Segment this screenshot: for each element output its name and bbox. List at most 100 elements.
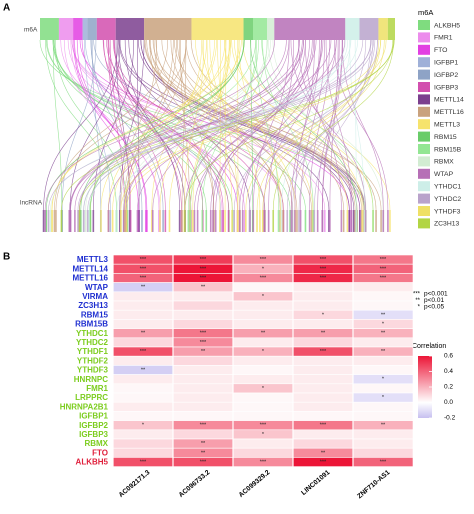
target-stripe — [141, 210, 143, 232]
legend-swatch — [418, 107, 430, 117]
heatmap-cell — [113, 310, 173, 319]
source-node — [388, 18, 395, 40]
target-stripe — [129, 210, 131, 232]
legend-label: METTL14 — [434, 97, 464, 104]
target-stripe — [341, 210, 343, 232]
heatmap-cell — [173, 384, 233, 393]
source-node — [244, 18, 253, 40]
target-stripe — [259, 210, 261, 232]
heatmap-cell — [293, 402, 353, 411]
source-node — [87, 18, 96, 40]
significance-mark: *** — [320, 275, 327, 281]
colorbar-tick-label: 0.6 — [444, 353, 453, 360]
legend-label: IGFBP3 — [434, 84, 458, 91]
target-stripe — [281, 210, 283, 232]
row-label: RBM15 — [81, 310, 109, 319]
target-stripe — [249, 210, 251, 232]
target-stripe — [298, 210, 300, 232]
heatmap-cell — [293, 384, 353, 393]
target-stripe — [138, 210, 140, 232]
target-stripe — [362, 210, 364, 232]
colorbar-tick-label: -0.2 — [444, 415, 456, 422]
heatmap-cell — [293, 283, 353, 292]
target-stripe — [145, 210, 147, 232]
significance-mark: *** — [140, 349, 147, 355]
heatmap-cell — [233, 439, 293, 448]
heatmap-cell — [113, 375, 173, 384]
significance-mark: *** — [200, 275, 207, 281]
target-stripe — [205, 210, 207, 232]
target-stripe — [256, 210, 258, 232]
legend-label: METTL16 — [434, 109, 464, 116]
colorbar-title: Correlation — [412, 343, 446, 350]
target-stripe — [110, 210, 112, 232]
heatmap-cell — [113, 356, 173, 365]
legend-label: IGFBP1 — [434, 59, 458, 66]
heatmap-cell — [293, 356, 353, 365]
target-stripe — [79, 210, 81, 232]
row-label: ALKBH5 — [76, 458, 109, 467]
heatmap-cell — [113, 439, 173, 448]
target-stripe — [224, 210, 226, 232]
target-stripe — [321, 210, 323, 232]
heatmap-cell — [233, 319, 293, 328]
colorbar-tick-label: 0.4 — [444, 368, 453, 375]
target-stripe — [375, 210, 377, 232]
source-node — [73, 18, 82, 40]
target-stripe — [231, 210, 233, 232]
legend-label: METTL3 — [434, 121, 460, 128]
target-stripe — [162, 210, 164, 232]
legend-swatch — [418, 82, 430, 92]
target-stripe — [219, 210, 221, 232]
target-stripe — [300, 210, 302, 232]
target-stripe — [50, 210, 52, 232]
legend-swatch — [418, 218, 430, 228]
significance-mark: *** — [380, 266, 387, 272]
target-stripe — [268, 210, 270, 232]
target-stripe — [120, 210, 122, 232]
source-node — [59, 18, 73, 40]
row-label: YTHDF3 — [77, 366, 109, 375]
row-label: WTAP — [85, 283, 109, 292]
target-stripe — [239, 210, 241, 232]
source-node — [360, 18, 379, 40]
target-stripe — [116, 210, 118, 232]
heatmap-cell — [353, 384, 413, 393]
target-stripe — [343, 210, 345, 232]
source-node — [191, 18, 243, 40]
significance-mark: *** — [200, 257, 207, 263]
legend-swatch — [418, 57, 430, 67]
legend-swatch — [418, 181, 430, 191]
row-label: VIRMA — [82, 292, 108, 301]
heatmap-cell — [173, 310, 233, 319]
source-node — [144, 18, 191, 40]
target-stripe — [286, 210, 288, 232]
significance-mark: *** — [200, 423, 207, 429]
legend-label: ALKBH5 — [434, 22, 460, 29]
target-stripe — [242, 210, 244, 232]
target-stripe — [329, 210, 331, 232]
significance-mark: *** — [320, 349, 327, 355]
target-stripe — [292, 210, 294, 232]
heatmap-cell — [173, 393, 233, 402]
legend-swatch — [418, 32, 430, 42]
heatmap-cell — [233, 411, 293, 420]
source-node — [83, 18, 88, 40]
target-stripe — [83, 210, 85, 232]
source-node — [274, 18, 345, 40]
heatmap-cell — [353, 448, 413, 457]
heatmap-cell — [293, 301, 353, 310]
heatmap-cell — [233, 448, 293, 457]
source-label: m6A — [24, 27, 38, 34]
source-node — [345, 18, 359, 40]
target-stripe — [112, 210, 114, 232]
target-stripe — [389, 210, 391, 232]
significance-mark: *** — [200, 459, 207, 465]
heatmap-cell — [113, 448, 173, 457]
target-stripe — [77, 210, 79, 232]
heatmap-cell — [293, 411, 353, 420]
target-stripe — [85, 210, 87, 232]
target-stripe — [61, 210, 63, 232]
target-label: lncRNA — [20, 200, 43, 207]
